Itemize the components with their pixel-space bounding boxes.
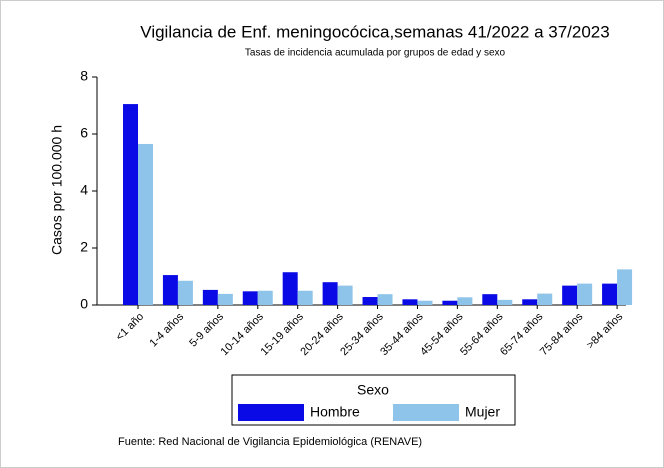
chart-title: Vigilancia de Enf. meningocócica,semanas…	[140, 22, 609, 41]
bar	[138, 143, 153, 305]
y-tick-label: 8	[80, 68, 88, 84]
bar	[602, 283, 618, 305]
bar	[417, 300, 433, 305]
y-tick-label: 0	[80, 296, 88, 312]
bar	[257, 290, 273, 305]
bar	[457, 297, 473, 305]
legend-label: Mujer	[465, 404, 500, 420]
legend-swatch	[393, 404, 459, 421]
bar	[123, 104, 138, 305]
bar	[337, 285, 353, 305]
legend-swatch	[238, 404, 304, 421]
bar	[242, 291, 258, 305]
y-tick-label: 6	[80, 125, 88, 141]
bar	[577, 283, 593, 305]
bar	[297, 290, 313, 305]
bar	[537, 293, 553, 305]
legend-label: Hombre	[310, 404, 360, 420]
chart-subtitle: Tasas de incidencia acumulada por grupos…	[245, 48, 506, 59]
bar	[177, 280, 193, 305]
bar	[282, 272, 298, 305]
bar	[377, 294, 393, 305]
source-note: Fuente: Red Nacional de Vigilancia Epide…	[118, 436, 422, 448]
bar	[482, 294, 498, 305]
y-tick-label: 4	[80, 182, 88, 198]
bar	[617, 269, 633, 305]
bar	[562, 285, 578, 305]
y-tick-label: 2	[80, 239, 88, 255]
bar	[162, 275, 178, 305]
bar	[442, 300, 458, 305]
bar	[522, 299, 538, 305]
bar	[217, 293, 233, 305]
legend-title: Sexo	[357, 382, 389, 398]
bar	[497, 299, 513, 305]
bar	[322, 282, 338, 305]
bar	[402, 299, 418, 305]
bar	[202, 289, 218, 305]
y-axis-label: Casos por 100.000 h	[49, 125, 65, 255]
bar	[362, 297, 378, 305]
